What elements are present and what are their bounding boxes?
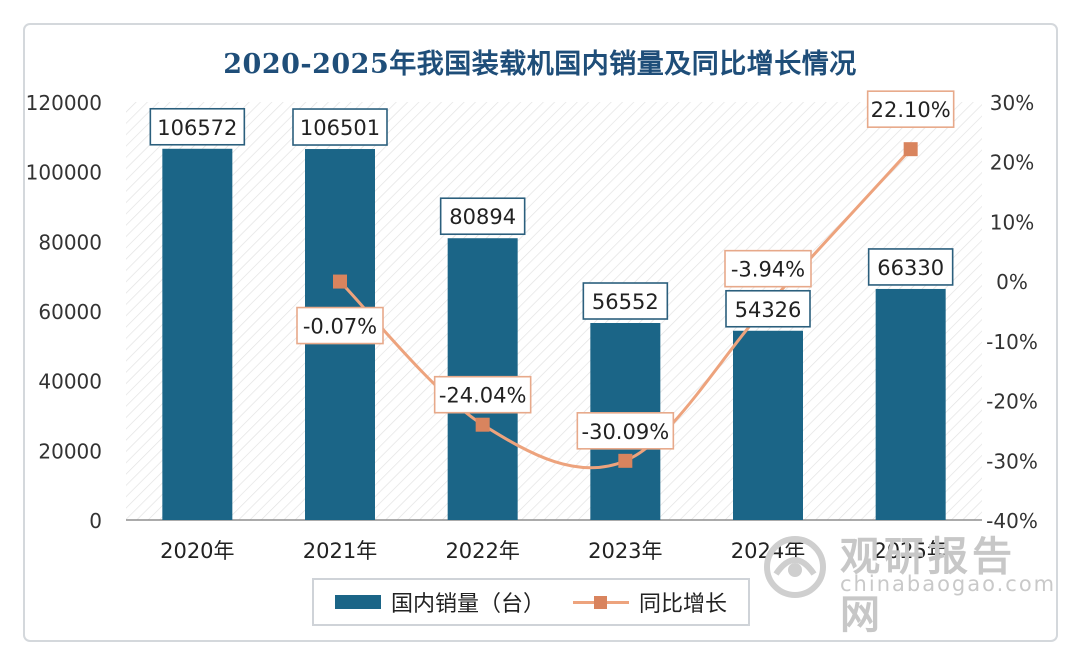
x-tick-label: 2020年 (160, 539, 234, 563)
y-right-tick-label: 0% (996, 270, 1028, 294)
x-tick-label: 2022年 (445, 539, 519, 563)
y-right-tick-label: 20% (990, 151, 1034, 175)
y-left-tick-label: 80000 (38, 230, 102, 254)
bar-value-label-box (867, 248, 954, 286)
y-right-tick-label: -40% (986, 509, 1038, 533)
y-right-tick-label: 30% (990, 91, 1034, 115)
legend-bar-swatch (334, 595, 381, 609)
x-tick-label: 2025年 (873, 539, 947, 563)
bar (875, 288, 946, 520)
watermark-url: chinabaogao.com (840, 572, 1057, 596)
legend-item-growth: 同比增长 (573, 586, 727, 618)
plot-area-background (126, 102, 982, 520)
y-left-tick-label: 20000 (38, 439, 102, 463)
legend-line-swatch (573, 595, 629, 609)
growth-value-label-box (296, 306, 384, 345)
growth-value-label: -30.09% (582, 420, 670, 444)
bar (733, 330, 803, 520)
x-tick-label: 2023年 (588, 539, 662, 563)
bar-value-label: 80894 (449, 205, 516, 229)
bar-value-label: 66330 (877, 256, 944, 280)
bar-value-label-box (725, 289, 811, 328)
bar-value-label: 54326 (735, 298, 802, 322)
growth-value-label: 22.10% (871, 98, 951, 122)
y-right-tick-label: -10% (986, 330, 1038, 354)
chart-legend: 国内销量（台） 同比增长 (312, 578, 750, 626)
bar-value-label: 56552 (592, 290, 659, 314)
watermark-logo-icon (764, 536, 826, 598)
y-right-tick-label: -20% (986, 390, 1038, 414)
growth-marker (903, 142, 918, 157)
watermark: 观研报告网 chinabaogao.com (756, 524, 1057, 638)
growth-value-label: -3.94% (731, 258, 805, 282)
y-left-tick-label: 120000 (26, 91, 102, 115)
growth-marker (618, 453, 633, 468)
y-left-tick-label: 0 (89, 509, 102, 533)
legend-item-sales: 国内销量（台） (334, 586, 545, 618)
legend-label-sales: 国内销量（台） (390, 592, 545, 617)
growth-value-label-box (866, 90, 955, 128)
watermark-name: 观研报告网 (840, 534, 1016, 638)
chart-title: 2020-2025年我国装载机国内销量及同比增长情况 (223, 49, 857, 80)
y-left-tick-label: 100000 (26, 161, 102, 185)
growth-marker (475, 417, 490, 432)
y-right-tick-label: -30% (986, 449, 1038, 473)
x-tick-label: 2021年 (303, 539, 377, 563)
growth-value-label: -0.07% (303, 315, 377, 339)
growth-value-label-box (433, 375, 532, 414)
bar (162, 148, 233, 520)
bar-value-label: 106501 (300, 116, 380, 140)
legend-label-growth: 同比增长 (639, 592, 728, 617)
bar-value-label-box (439, 197, 526, 236)
growth-value-label-box (724, 249, 812, 288)
bar-value-label-box (292, 108, 388, 146)
bar-value-label: 106572 (157, 116, 237, 140)
bar-value-label-box (149, 107, 246, 146)
bar-value-label-box (582, 282, 669, 320)
growth-value-label-box (576, 412, 675, 450)
growth-value-label: -24.04% (439, 384, 527, 408)
y-left-tick-label: 40000 (38, 370, 102, 394)
y-left-tick-label: 60000 (38, 300, 102, 324)
y-right-tick-label: 10% (990, 210, 1034, 234)
growth-marker (333, 274, 347, 289)
